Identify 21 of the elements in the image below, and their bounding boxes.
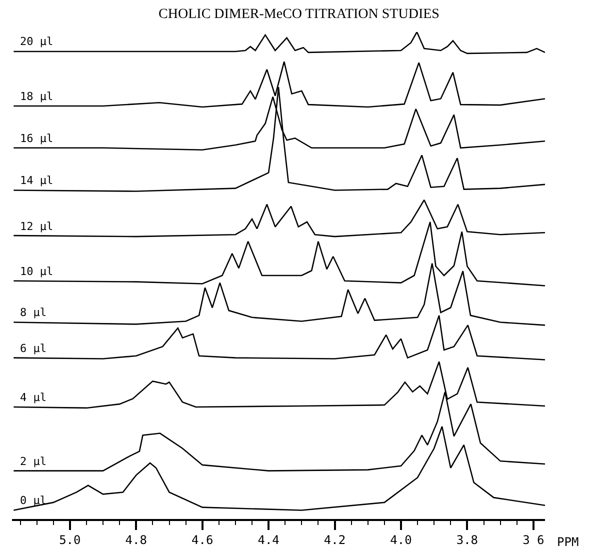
series-label: 18 µl xyxy=(20,90,54,103)
series-label: 6 µl xyxy=(20,342,46,355)
x-tick-label: 3.8 xyxy=(456,533,478,548)
x-axis-title: PPM xyxy=(557,535,579,549)
x-tick-label: 4.6 xyxy=(192,533,214,548)
x-tick-label: 4.8 xyxy=(125,533,147,548)
x-tick-label: 3 6 xyxy=(522,533,544,548)
series-label: 2 µl xyxy=(20,455,46,468)
x-tick-label: 4.2 xyxy=(324,533,346,548)
x-tick-label: 5.0 xyxy=(59,533,81,548)
series-label: 20 µl xyxy=(20,35,54,48)
chart-title: CHOLIC DIMER-MeCO TITRATION STUDIES xyxy=(158,7,440,22)
series-label: 14 µl xyxy=(20,174,54,187)
series-label: 10 µl xyxy=(20,265,54,278)
series-label: 8 µl xyxy=(20,306,46,319)
x-tick-label: 4.4 xyxy=(258,533,280,548)
x-tick-label: 4.0 xyxy=(390,533,412,548)
series-label: 0 µl xyxy=(20,494,46,507)
series-label: 12 µl xyxy=(20,220,54,233)
series-label: 4 µl xyxy=(20,391,46,404)
series-label: 16 µl xyxy=(20,132,54,145)
